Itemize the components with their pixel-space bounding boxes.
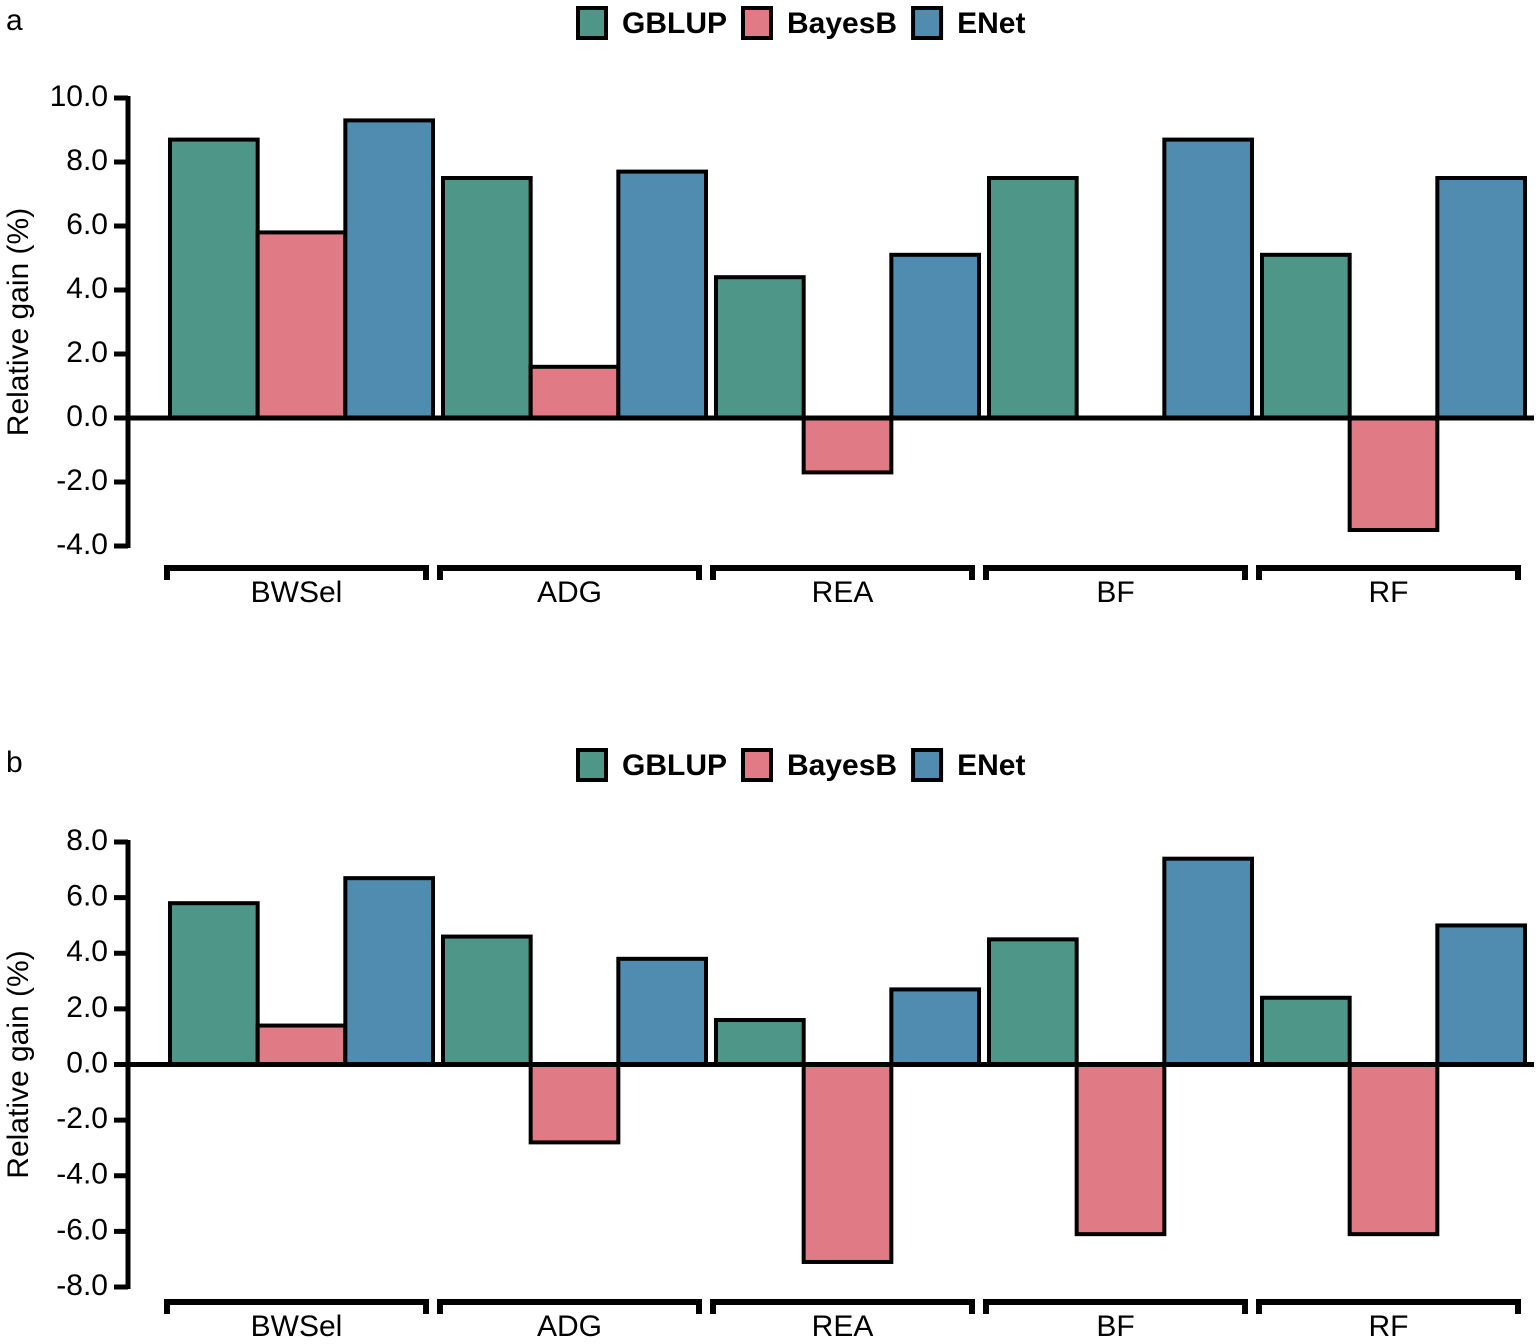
bar — [168, 137, 260, 420]
x-tick-label: BF — [1096, 576, 1134, 609]
bar — [714, 1018, 806, 1067]
panel-label: a — [6, 4, 23, 37]
bar — [714, 275, 806, 421]
bar — [1435, 923, 1528, 1067]
bar — [616, 169, 708, 420]
bar — [1260, 252, 1352, 420]
y-axis-label: Relative gain (%) — [2, 208, 35, 436]
legend-swatch — [741, 6, 773, 40]
y-tick-label: -6.0 — [56, 1213, 108, 1246]
legend-label: GBLUP — [622, 749, 727, 782]
bar — [889, 252, 981, 420]
bar — [801, 1062, 894, 1264]
y-tick-label: 0.0 — [66, 400, 108, 433]
bar — [1347, 416, 1440, 532]
y-tick-label: 2.0 — [66, 991, 108, 1024]
category-bracket — [164, 565, 429, 580]
x-tick-label: REA — [812, 576, 874, 609]
category-bracket — [983, 565, 1248, 580]
bar — [1162, 856, 1255, 1067]
bar — [801, 416, 894, 475]
bar — [1347, 1062, 1440, 1237]
bar — [255, 230, 348, 420]
legend-label: GBLUP — [622, 7, 727, 40]
bar — [987, 937, 1079, 1067]
x-tick-label: BWSel — [251, 1310, 343, 1343]
bar — [528, 364, 621, 420]
bar — [616, 956, 708, 1067]
x-tick-label: ADG — [537, 576, 602, 609]
legend-label: BayesB — [787, 7, 897, 40]
bar — [343, 876, 436, 1067]
y-tick-label: -4.0 — [56, 528, 108, 561]
bar — [1074, 1062, 1167, 1237]
category-bracket — [1256, 1299, 1521, 1314]
y-tick-label: 6.0 — [66, 208, 108, 241]
y-tick-label: 2.0 — [66, 336, 108, 369]
y-tick-label: 10.0 — [50, 80, 108, 113]
legend-swatch — [576, 748, 608, 782]
y-tick-label: 8.0 — [66, 144, 108, 177]
x-tick-label: RF — [1369, 576, 1409, 609]
bar — [889, 987, 981, 1067]
y-tick-label: 0.0 — [66, 1046, 108, 1079]
legend-label: BayesB — [787, 749, 897, 782]
y-tick-label: -2.0 — [56, 1102, 108, 1135]
category-bracket — [710, 1299, 975, 1314]
bar — [441, 176, 533, 420]
category-bracket — [710, 565, 975, 580]
y-tick-label: 4.0 — [66, 935, 108, 968]
panel-label: b — [6, 746, 23, 779]
category-bracket — [164, 1299, 429, 1314]
legend-label: ENet — [957, 7, 1025, 40]
y-tick-label: -2.0 — [56, 464, 108, 497]
bar — [343, 118, 436, 421]
legend-swatch — [576, 6, 608, 40]
bar — [1260, 995, 1352, 1067]
y-tick-label: 8.0 — [66, 824, 108, 857]
category-bracket — [437, 565, 702, 580]
x-tick-label: REA — [812, 1310, 874, 1343]
bar — [441, 934, 533, 1067]
legend-swatch — [911, 748, 944, 782]
category-bracket — [983, 1299, 1248, 1314]
bar — [255, 1023, 348, 1067]
category-bracket — [1256, 565, 1521, 580]
y-tick-label: 6.0 — [66, 880, 108, 913]
bar — [528, 1062, 621, 1145]
legend-swatch — [911, 6, 944, 40]
legend-swatch — [741, 748, 773, 782]
y-tick-label: -8.0 — [56, 1269, 108, 1302]
bar — [168, 901, 260, 1067]
x-tick-label: BF — [1096, 1310, 1134, 1343]
y-tick-label: 4.0 — [66, 272, 108, 305]
bar — [1162, 137, 1255, 420]
y-axis-label: Relative gain (%) — [2, 950, 35, 1178]
x-tick-label: BWSel — [251, 576, 343, 609]
bar — [987, 176, 1079, 420]
y-tick-label: -4.0 — [56, 1158, 108, 1191]
bar — [1435, 176, 1528, 420]
x-tick-label: RF — [1369, 1310, 1409, 1343]
x-tick-label: ADG — [537, 1310, 602, 1343]
category-bracket — [437, 1299, 702, 1314]
legend-label: ENet — [957, 749, 1025, 782]
